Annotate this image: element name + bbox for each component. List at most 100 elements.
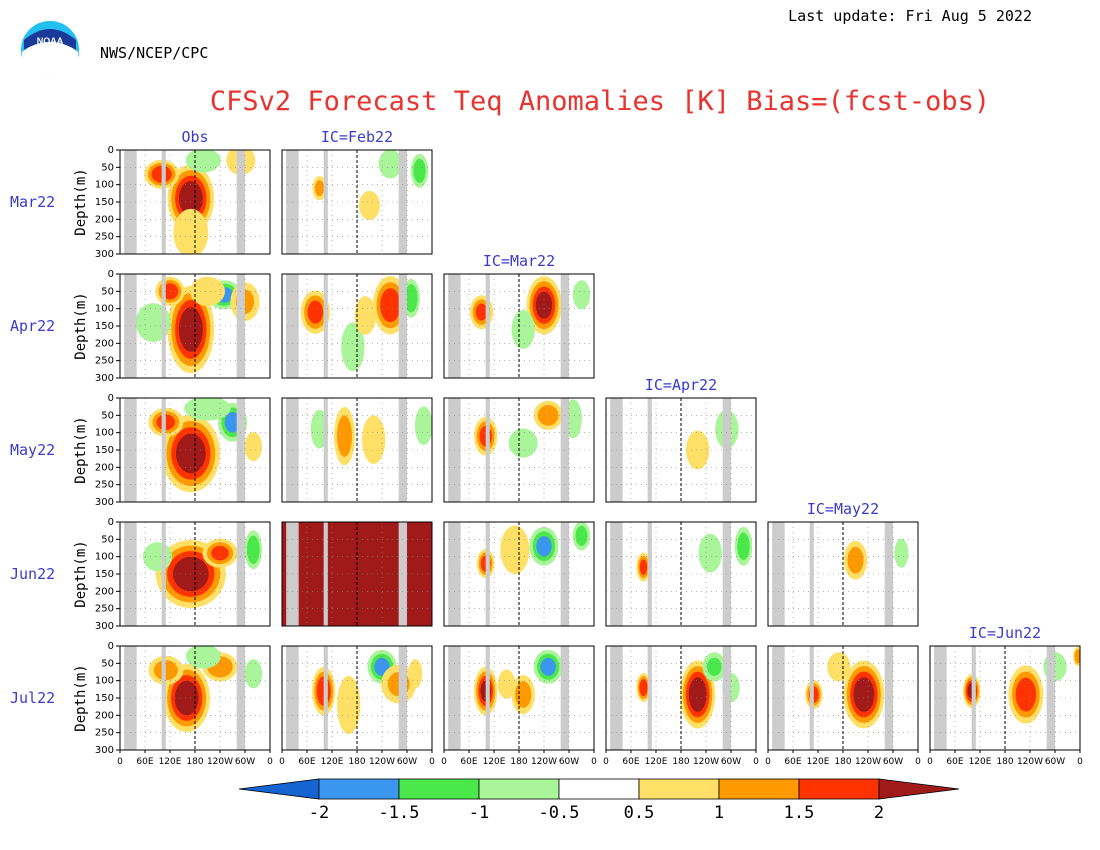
chart-title: CFSv2 Forecast Teq Anomalies [K] Bias=(f… bbox=[210, 86, 990, 117]
colorbar-label: -0.5 bbox=[539, 803, 580, 823]
x-tick-label: 180 bbox=[996, 757, 1013, 767]
anomaly-contour bbox=[224, 411, 241, 433]
x-tick-label: 120W bbox=[693, 757, 719, 767]
panel bbox=[281, 521, 433, 627]
y-tick-label: 150 bbox=[95, 569, 114, 580]
panel-frame bbox=[767, 521, 919, 627]
x-tick-label: 180 bbox=[186, 757, 203, 767]
panel: 0 60E 120E 180 120W 60W 0 bbox=[765, 645, 921, 767]
colorbar-label: 1.5 bbox=[784, 803, 815, 823]
land-mask bbox=[647, 398, 652, 502]
panel-grid: Obs IC=Feb22 IC=Mar22 IC=Apr22 IC=May22 IC=Ju… bbox=[10, 128, 1083, 767]
anomaly-contour bbox=[511, 310, 535, 349]
x-tick-label: 0 bbox=[429, 757, 435, 767]
y-tick-label: 300 bbox=[95, 373, 114, 384]
panel-frame bbox=[443, 273, 595, 379]
y-tick-label: 0 bbox=[108, 145, 114, 156]
y-tick-label: 200 bbox=[95, 710, 114, 721]
panel bbox=[605, 397, 757, 503]
y-tick-label: 250 bbox=[95, 604, 114, 615]
row-label: Jun22 bbox=[10, 565, 55, 583]
colorbar-swatch bbox=[318, 778, 400, 800]
y-tick-label: 200 bbox=[95, 462, 114, 473]
colorbar-swatch bbox=[718, 778, 800, 800]
panel bbox=[281, 397, 433, 503]
panel: 0 60E 120E 180 120W 60W 0 bbox=[441, 645, 597, 767]
anomaly-contour bbox=[688, 677, 707, 712]
panel-frame bbox=[605, 397, 757, 503]
colorbar-label: 2 bbox=[874, 803, 884, 823]
x-tick-label: 60E bbox=[460, 757, 477, 767]
row-label: Mar22 bbox=[10, 193, 55, 211]
land-mask bbox=[647, 646, 652, 750]
panel: 0 50 100 150 200 250 300 Depth(m) bbox=[73, 517, 271, 632]
y-tick-label: 50 bbox=[101, 286, 114, 297]
x-tick-label: 120W bbox=[855, 757, 881, 767]
anomaly-contour bbox=[378, 150, 402, 179]
y-axis-label: Depth(m) bbox=[73, 292, 89, 359]
panel bbox=[443, 397, 595, 503]
land-mask bbox=[647, 522, 652, 626]
colorbar-arrow-high bbox=[878, 778, 960, 800]
y-tick-label: 250 bbox=[95, 356, 114, 367]
y-tick-label: 300 bbox=[95, 249, 114, 260]
column-title: IC=Mar22 bbox=[483, 252, 555, 270]
y-tick-label: 300 bbox=[95, 745, 114, 756]
panel bbox=[443, 273, 595, 379]
anomaly-contour bbox=[359, 190, 380, 221]
colorbar-swatch bbox=[558, 778, 640, 800]
panel-frame bbox=[281, 273, 433, 379]
y-tick-label: 250 bbox=[95, 232, 114, 243]
x-tick-label: 120W bbox=[531, 757, 557, 767]
y-tick-label: 0 bbox=[108, 517, 114, 528]
anomaly-contour bbox=[535, 291, 553, 319]
land-mask bbox=[323, 274, 328, 378]
x-tick-label: 60E bbox=[946, 757, 963, 767]
x-tick-label: 60E bbox=[136, 757, 153, 767]
anomaly-contour bbox=[737, 532, 750, 561]
anomaly-contour bbox=[175, 433, 206, 474]
x-tick-label: 120W bbox=[1017, 757, 1043, 767]
anomaly-contour bbox=[341, 322, 365, 372]
x-tick-label: 60W bbox=[721, 757, 741, 767]
anomaly-contour bbox=[184, 398, 231, 421]
anomaly-contour bbox=[314, 180, 325, 197]
anomaly-contour bbox=[698, 533, 722, 573]
anomaly-contour bbox=[408, 659, 423, 689]
y-axis-label: Depth(m) bbox=[73, 540, 89, 607]
x-tick-label: 120W bbox=[207, 757, 233, 767]
x-tick-label: 0 bbox=[765, 757, 771, 767]
y-tick-label: 150 bbox=[95, 693, 114, 704]
y-tick-label: 100 bbox=[95, 676, 114, 687]
panel bbox=[605, 521, 757, 627]
x-tick-label: 180 bbox=[672, 757, 689, 767]
panel: 0 50 100 150 200 250 300 Depth(m) bbox=[73, 393, 271, 508]
y-tick-label: 150 bbox=[95, 321, 114, 332]
anomaly-contour bbox=[246, 535, 260, 564]
panel-frame bbox=[281, 397, 433, 503]
x-tick-label: 60E bbox=[784, 757, 801, 767]
x-tick-label: 60W bbox=[235, 757, 255, 767]
land-mask bbox=[161, 150, 166, 254]
anomaly-contour bbox=[337, 415, 352, 457]
x-tick-label: 0 bbox=[267, 757, 273, 767]
land-mask bbox=[485, 274, 490, 378]
land-mask bbox=[323, 398, 328, 502]
land-mask bbox=[323, 646, 328, 750]
column-title: IC=Apr22 bbox=[645, 376, 717, 394]
panel-frame bbox=[443, 521, 595, 627]
anomaly-contour bbox=[894, 538, 909, 568]
anomaly-contour bbox=[413, 158, 426, 183]
row-label: May22 bbox=[10, 441, 55, 459]
row-label: Apr22 bbox=[10, 317, 55, 335]
y-tick-label: 100 bbox=[95, 304, 114, 315]
colorbar-swatch bbox=[798, 778, 880, 800]
anomaly-contour bbox=[540, 657, 556, 676]
anomaly-contour bbox=[536, 535, 552, 557]
panel-frame bbox=[605, 521, 757, 627]
anomaly-contour bbox=[142, 542, 173, 572]
land-mask bbox=[161, 398, 166, 502]
colorbar-label: 0.5 bbox=[624, 803, 655, 823]
anomaly-contour bbox=[497, 669, 516, 699]
panel: 0 50 100 150 200 250 300 Depth(m) bbox=[73, 145, 271, 260]
